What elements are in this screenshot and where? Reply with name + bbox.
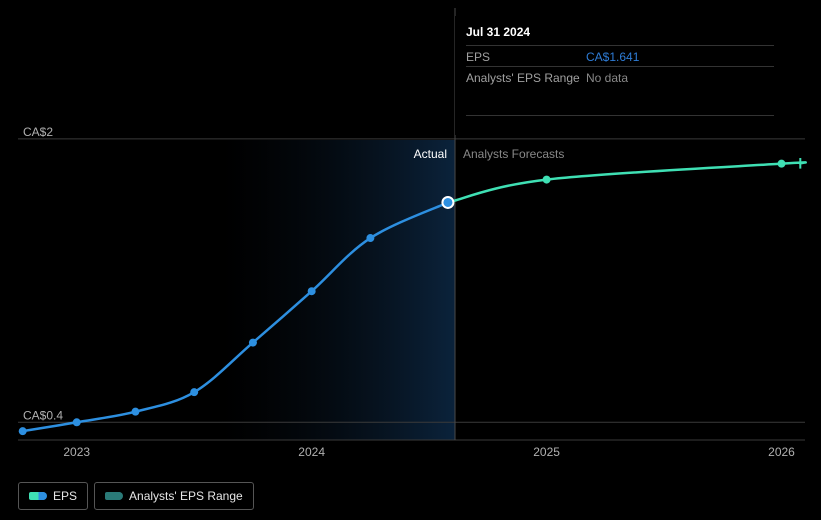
tooltip-date: Jul 31 2024: [466, 25, 774, 39]
legend-swatch-eps: [29, 492, 45, 500]
tooltip-row-eps: EPS CA$1.641: [466, 45, 774, 66]
tooltip-row-range: Analysts' EPS Range No data: [466, 66, 774, 87]
svg-text:CA$2: CA$2: [23, 125, 53, 139]
legend-label-range: Analysts' EPS Range: [129, 489, 243, 503]
tooltip-separator: [466, 115, 774, 116]
tooltip-label-eps: EPS: [466, 50, 586, 64]
chart-tooltip: Jul 31 2024 EPS CA$1.641 Analysts' EPS R…: [455, 16, 785, 135]
svg-text:Actual: Actual: [414, 147, 447, 161]
legend-item-eps[interactable]: EPS: [18, 482, 88, 510]
svg-text:Analysts Forecasts: Analysts Forecasts: [463, 147, 564, 161]
tooltip-value-range: No data: [586, 71, 628, 85]
svg-text:2026: 2026: [768, 445, 795, 459]
svg-text:2023: 2023: [63, 445, 90, 459]
chart-legend: EPS Analysts' EPS Range: [18, 482, 254, 510]
svg-text:2025: 2025: [533, 445, 560, 459]
svg-text:2024: 2024: [298, 445, 325, 459]
svg-text:CA$0.4: CA$0.4: [23, 408, 63, 422]
eps-chart: CA$2 CA$0.4 2023 2024 2025 2026 Actual Analysts…: [0, 0, 821, 520]
tooltip-label-range: Analysts' EPS Range: [466, 71, 586, 85]
legend-swatch-range: [105, 492, 121, 500]
legend-item-range[interactable]: Analysts' EPS Range: [94, 482, 254, 510]
legend-label-eps: EPS: [53, 489, 77, 503]
tooltip-value-eps: CA$1.641: [586, 50, 639, 64]
